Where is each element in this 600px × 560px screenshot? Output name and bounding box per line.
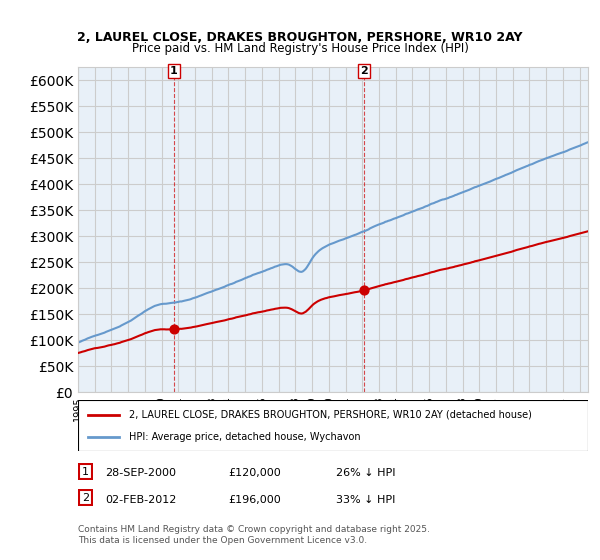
Text: 33% ↓ HPI: 33% ↓ HPI	[336, 494, 395, 505]
Point	[359, 286, 368, 295]
Text: 02-FEB-2012: 02-FEB-2012	[105, 494, 176, 505]
Text: 1: 1	[170, 66, 178, 76]
Text: 1: 1	[82, 466, 89, 477]
Text: £196,000: £196,000	[228, 494, 281, 505]
Point	[169, 325, 179, 334]
Text: 2: 2	[82, 493, 89, 503]
Text: Price paid vs. HM Land Registry's House Price Index (HPI): Price paid vs. HM Land Registry's House …	[131, 42, 469, 55]
Text: 28-SEP-2000: 28-SEP-2000	[105, 468, 176, 478]
Text: 26% ↓ HPI: 26% ↓ HPI	[336, 468, 395, 478]
FancyBboxPatch shape	[79, 491, 92, 505]
Text: HPI: Average price, detached house, Wychavon: HPI: Average price, detached house, Wych…	[129, 432, 361, 442]
FancyBboxPatch shape	[79, 464, 92, 479]
Text: £120,000: £120,000	[228, 468, 281, 478]
Text: 2, LAUREL CLOSE, DRAKES BROUGHTON, PERSHORE, WR10 2AY (detached house): 2, LAUREL CLOSE, DRAKES BROUGHTON, PERSH…	[129, 409, 532, 419]
Text: 2: 2	[360, 66, 368, 76]
Text: Contains HM Land Registry data © Crown copyright and database right 2025.
This d: Contains HM Land Registry data © Crown c…	[78, 525, 430, 545]
FancyBboxPatch shape	[78, 400, 588, 451]
Text: 2, LAUREL CLOSE, DRAKES BROUGHTON, PERSHORE, WR10 2AY: 2, LAUREL CLOSE, DRAKES BROUGHTON, PERSH…	[77, 31, 523, 44]
